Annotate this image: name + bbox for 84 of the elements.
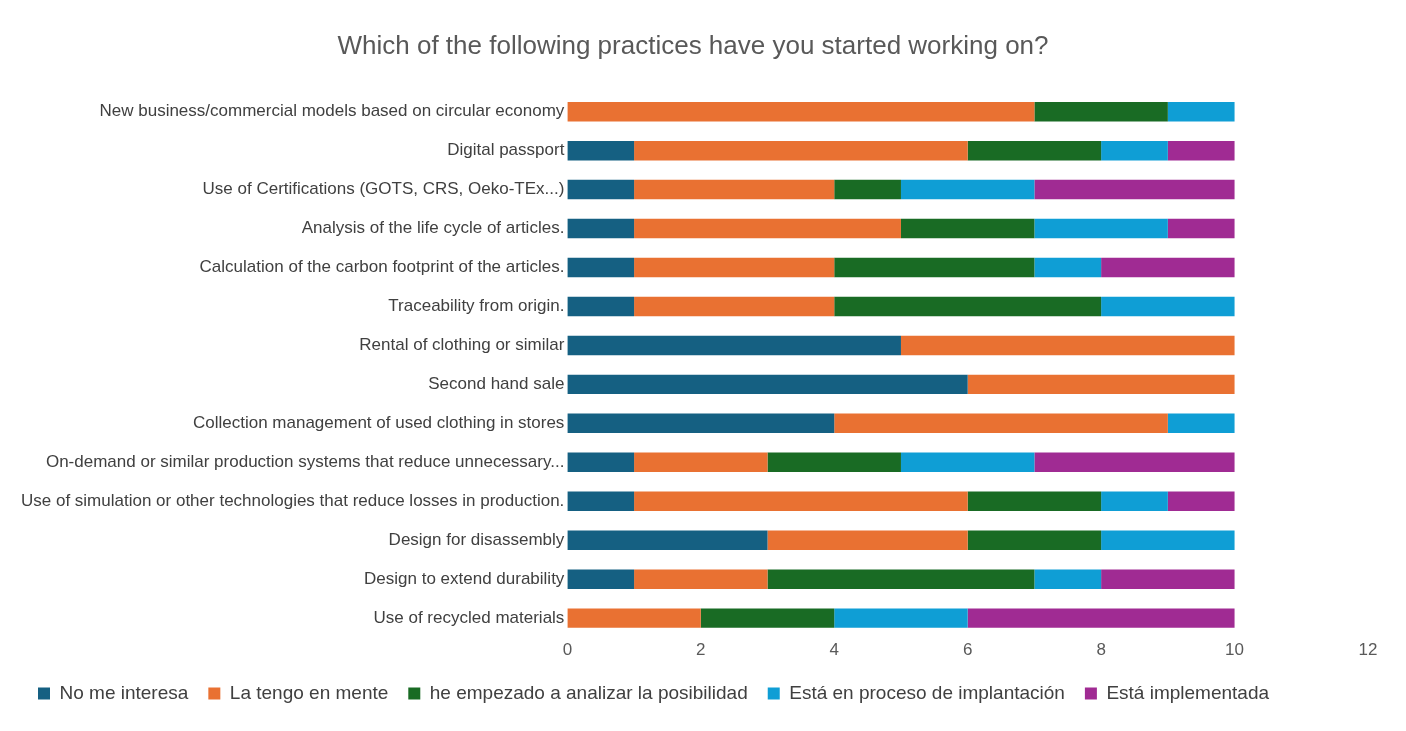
bar <box>567 179 635 200</box>
bar <box>634 452 768 473</box>
y-tick-label: Use of Certifications (GOTS, CRS, Oeko-TEx...) <box>202 179 565 199</box>
bar <box>567 218 635 239</box>
bar <box>634 218 901 239</box>
bar <box>1034 101 1168 122</box>
y-tick-label: Use of recycled materials <box>373 607 565 627</box>
bar <box>1167 140 1235 161</box>
bar <box>567 140 635 161</box>
bar <box>834 608 968 628</box>
y-tick-label: On-demand or similar production systems that reduce unnecessary... <box>45 451 565 471</box>
legend-label: No me interesa <box>59 681 189 703</box>
x-tick-label: 6 <box>962 640 973 660</box>
bar <box>1101 257 1235 278</box>
bar <box>567 101 1035 122</box>
y-tick-label: Digital passport <box>447 140 565 160</box>
x-tick-label: 0 <box>562 640 573 660</box>
legend-label: La tengo en mente <box>229 681 389 703</box>
bar <box>567 413 835 434</box>
bar <box>767 569 1035 589</box>
bar <box>567 374 968 395</box>
bar <box>967 608 1235 628</box>
x-tick-label: 10 <box>1225 640 1245 660</box>
bar <box>567 569 635 589</box>
bar <box>634 257 835 278</box>
bar <box>634 569 768 589</box>
bar <box>834 413 1168 434</box>
y-tick-label: Use of simulation or other technologies that reduce losses in production. <box>20 490 565 510</box>
bar <box>634 179 835 200</box>
bar <box>900 218 1035 239</box>
bar <box>567 530 768 550</box>
bar <box>834 179 901 200</box>
bar <box>767 452 901 473</box>
bar <box>1167 218 1235 239</box>
bar <box>767 530 968 550</box>
bar <box>967 491 1102 511</box>
bar <box>567 257 635 278</box>
x-tick-label: 12 <box>1358 640 1378 660</box>
bar <box>967 530 1102 550</box>
y-tick-label: Analysis of the life cycle of articles. <box>301 218 565 238</box>
y-tick-label: Traceability from origin. <box>388 296 565 316</box>
bar <box>567 296 635 317</box>
legend-label: Está en proceso de implantación <box>789 681 1065 703</box>
bar <box>634 491 968 511</box>
bar <box>900 179 1035 200</box>
x-tick-label: 8 <box>1096 640 1106 660</box>
bar <box>1034 257 1102 278</box>
y-tick-label: New business/commercial models based on circular economy <box>99 101 565 121</box>
chart-title: Which of the following practices have you started working on? <box>337 29 1049 60</box>
bar <box>700 608 835 628</box>
bar <box>1034 218 1168 239</box>
bar <box>1101 140 1168 161</box>
bar <box>1167 101 1235 122</box>
x-tick-label: 2 <box>696 640 706 660</box>
bar <box>634 296 835 317</box>
y-tick-label: Rental of clothing or similar <box>359 335 565 355</box>
bar <box>567 608 701 628</box>
bar <box>834 257 1035 278</box>
y-tick-label: Design to extend durability <box>364 568 565 588</box>
bar <box>634 140 968 161</box>
bar <box>900 452 1035 473</box>
y-tick-label: Collection management of used clothing in stores <box>192 413 565 433</box>
y-tick-label: Second hand sale <box>428 374 565 394</box>
bar <box>1034 452 1235 473</box>
bar <box>567 452 635 473</box>
legend-label: he empezado a analizar la posibilidad <box>429 681 748 703</box>
legend-label: Está implementada <box>1106 681 1270 703</box>
bar <box>1101 296 1235 317</box>
bar <box>1034 179 1235 200</box>
bar <box>900 335 1235 356</box>
bar <box>1167 413 1235 434</box>
bar <box>1101 569 1235 589</box>
bar <box>1167 491 1235 511</box>
bar <box>1101 491 1168 511</box>
bar <box>967 140 1102 161</box>
bar <box>567 335 901 356</box>
x-tick-label: 4 <box>829 640 839 660</box>
bar <box>1101 530 1235 550</box>
y-tick-label: Calculation of the carbon footprint of the articles. <box>199 257 565 277</box>
bar <box>1034 569 1102 589</box>
bar <box>967 374 1235 395</box>
bar <box>834 296 1102 317</box>
bar <box>567 491 635 511</box>
y-tick-label: Design for disassembly <box>388 529 565 549</box>
